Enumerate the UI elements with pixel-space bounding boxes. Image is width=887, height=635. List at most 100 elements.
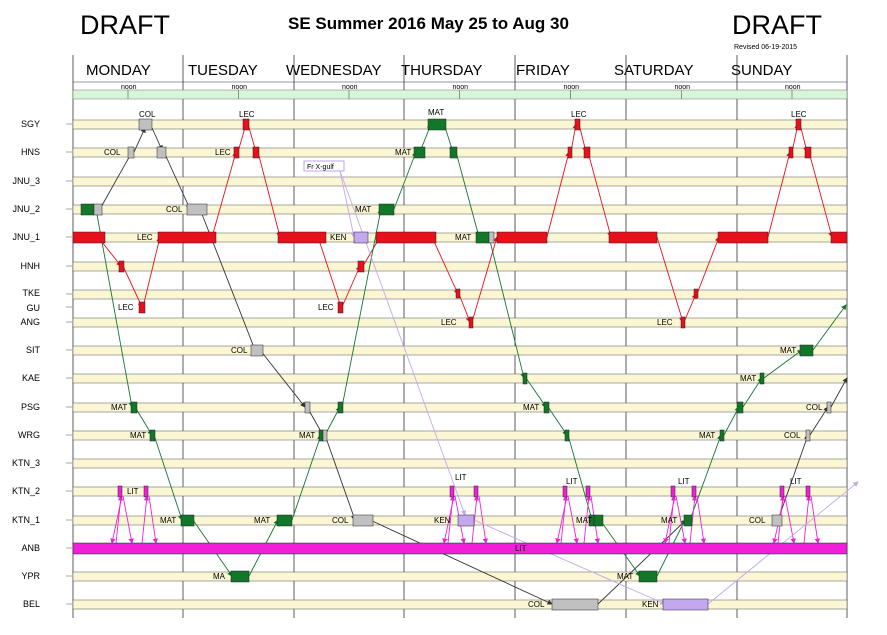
- hns-lec-bar-sun-2: [804, 146, 812, 159]
- frx-gulf-box: [303, 160, 345, 172]
- psg-col-label-sun: COL: [806, 403, 823, 412]
- row-label-hns: HNS: [21, 147, 40, 157]
- ktn1-mat-bar-tue: [276, 514, 293, 527]
- lec-line: [122, 265, 143, 308]
- lec-line: [458, 293, 471, 323]
- sgy-lec-bar-fri: [574, 118, 581, 131]
- bel-col-label: COL: [528, 600, 545, 609]
- ktn1-ken-label-thu: KEN: [434, 516, 451, 525]
- mat-line: [291, 434, 323, 521]
- mat-line: [341, 208, 383, 408]
- row-label-jnu_1: JNU_1: [12, 232, 40, 242]
- mat-line: [812, 304, 847, 351]
- draft-label-right: DRAFT: [732, 10, 822, 40]
- draft-label-left: DRAFT: [80, 10, 170, 40]
- row-label-bel: BEL: [23, 599, 40, 609]
- ktn2-lit-label-thu: LIT: [455, 473, 467, 482]
- ypr-mat-label-sat: MAT: [617, 572, 633, 581]
- lit-line: [122, 495, 134, 544]
- bel-col-bar: [551, 598, 599, 611]
- psg-mat-bar-wed: [337, 401, 344, 414]
- row-band-ypr: [72, 571, 848, 582]
- jnu1-mat-label: MAT: [455, 233, 471, 242]
- frx-gulf-label: Fr X-gulf: [307, 164, 334, 171]
- route-line: [830, 377, 848, 408]
- hns-lec-bar: [233, 146, 240, 159]
- hns-lec-bar-fri-2: [583, 146, 591, 159]
- hns-col-label: COL: [104, 148, 121, 157]
- lit-line: [668, 495, 677, 544]
- row-label-ypr: YPR: [21, 571, 40, 581]
- ktn1-mat-bar-fri-2: [593, 514, 604, 527]
- jnu2-mat-bar: [80, 203, 95, 216]
- bel-ken-bar: [662, 598, 709, 611]
- ken-line: [339, 170, 467, 516]
- hnh-lec-bar-wed: [357, 260, 365, 273]
- row-label-jnu_2: JNU_2: [12, 204, 40, 214]
- day-tuesday: TUESDAY: [188, 62, 258, 79]
- ktn1-mat-label-tue: MAT: [254, 516, 270, 525]
- noon-label: noon: [121, 84, 137, 91]
- route-line: [99, 151, 133, 210]
- ktn2-lit-label-sat: LIT: [678, 477, 690, 486]
- lit-line: [803, 495, 812, 544]
- lit-line: [478, 495, 489, 544]
- lec-line: [341, 265, 361, 308]
- lec-line: [431, 236, 459, 295]
- wrg-mat-bar: [149, 429, 156, 442]
- jnu1-lec-bar: [717, 231, 769, 244]
- noon-label: noon: [785, 84, 801, 91]
- mat-line: [134, 406, 153, 436]
- jnu1-mat-bar: [475, 231, 490, 244]
- hns-lec-label: LEC: [215, 148, 231, 157]
- wrg-mat-bar-sat: [719, 429, 725, 442]
- lit-line: [567, 495, 579, 544]
- ypr-ma-bar: [230, 570, 250, 583]
- row-label-ktn_1: KTN_1: [12, 515, 40, 525]
- route-line: [163, 151, 191, 210]
- lit-line: [696, 495, 707, 544]
- sit-col-bar: [250, 344, 264, 357]
- row-band-jnu_2: [72, 204, 848, 215]
- lit-line: [115, 495, 124, 544]
- row-band-hnh: [72, 261, 848, 272]
- sgy-mat-bar: [427, 118, 447, 131]
- psg-mat-bar-sat: [736, 401, 744, 414]
- wrg-mat-label-wed: MAT: [299, 431, 315, 440]
- sit-mat-bar: [799, 344, 814, 357]
- row-label-kae: KAE: [22, 373, 40, 383]
- psg-mat-label: MAT: [111, 403, 127, 412]
- jnu2-mat-bar-wed: [378, 203, 395, 216]
- row-band-wrg: [72, 430, 848, 441]
- ktn1-mat-label: MAT: [160, 516, 176, 525]
- ktn2-lit-bar: [779, 485, 785, 498]
- row-label-jnu_3: JNU_3: [12, 176, 40, 186]
- row-label-ktn_3: KTN_3: [12, 458, 40, 468]
- sgy-mat-label: MAT: [428, 108, 444, 117]
- row-label-anb: ANB: [21, 543, 40, 553]
- gu-lec-bar-wed: [337, 301, 344, 314]
- mat-line: [525, 377, 547, 408]
- route-line: [809, 406, 829, 436]
- mat-line: [547, 406, 568, 436]
- ken-line: [339, 170, 356, 238]
- route-line: [151, 127, 163, 151]
- row-label-sgy: SGY: [21, 119, 40, 129]
- jnu2-col-label: COL: [166, 205, 183, 214]
- sgy-lec-label-sun: LEC: [791, 110, 807, 119]
- lit-line: [471, 495, 480, 544]
- kae-mat-bar-sun: [759, 372, 765, 385]
- ang-lec-bar-sat: [680, 316, 686, 329]
- jnu1-lec-bar: [608, 231, 658, 244]
- anb-lit-label: LIT: [515, 544, 527, 553]
- row-grid: noon noon noon noon noon noon noon SGY HNS JNU_3 J…: [12, 55, 848, 618]
- jnu1-lec-bar: [277, 231, 327, 244]
- sit-col-label: COL: [231, 346, 248, 355]
- ktn2-lit-bar: [691, 485, 697, 498]
- lec-line: [696, 236, 720, 295]
- hns-mat-bar: [413, 146, 426, 159]
- jnu2-col-bar: [93, 203, 103, 216]
- jnu1-ken-bar: [353, 231, 369, 244]
- lec-line: [587, 151, 613, 238]
- lit-line: [583, 495, 592, 544]
